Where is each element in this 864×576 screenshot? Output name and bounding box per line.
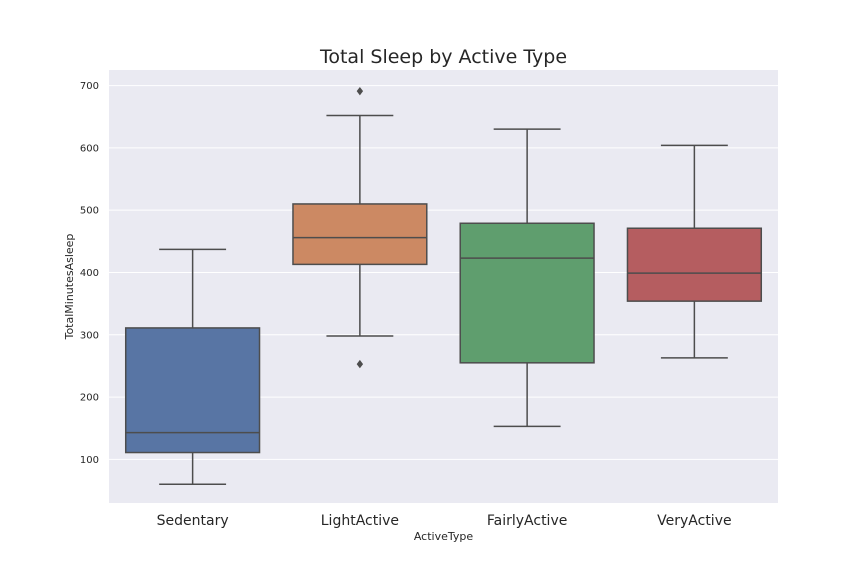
outlier-point [356, 359, 364, 369]
box-sedentary [124, 248, 261, 486]
x-tick-label: FairlyActive [487, 513, 567, 529]
outlier-point [356, 87, 364, 96]
y-tick-label: 600 [80, 143, 99, 154]
x-axis-label: ActiveType [414, 530, 474, 543]
iqr-box [459, 222, 595, 364]
y-tick-label: 700 [80, 81, 99, 92]
y-tick-label: 200 [80, 393, 99, 404]
iqr-box [124, 327, 261, 454]
iqr-box [626, 227, 763, 302]
x-tick-label: LightActive [321, 513, 399, 529]
y-axis-label: TotalMinutesAsleep [63, 234, 76, 341]
iqr-box [292, 203, 428, 266]
y-tick-label: 400 [80, 268, 99, 279]
box-fairlyactive [459, 128, 595, 428]
box-lightactive [292, 87, 428, 369]
y-tick-label: 500 [80, 206, 99, 217]
boxes-group [124, 87, 763, 486]
x-tick-label: VeryActive [657, 513, 731, 529]
x-axis-ticks: Sedentary LightActive FairlyActive VeryActi… [157, 513, 732, 529]
chart-title: Total Sleep by Active Type [319, 46, 567, 68]
x-tick-label: Sedentary [157, 513, 229, 529]
box-veryactive [626, 144, 763, 359]
y-axis-ticks: 100 200 300 400 500 600 700 [80, 81, 99, 466]
y-tick-label: 100 [80, 455, 99, 466]
y-tick-label: 300 [80, 330, 99, 341]
